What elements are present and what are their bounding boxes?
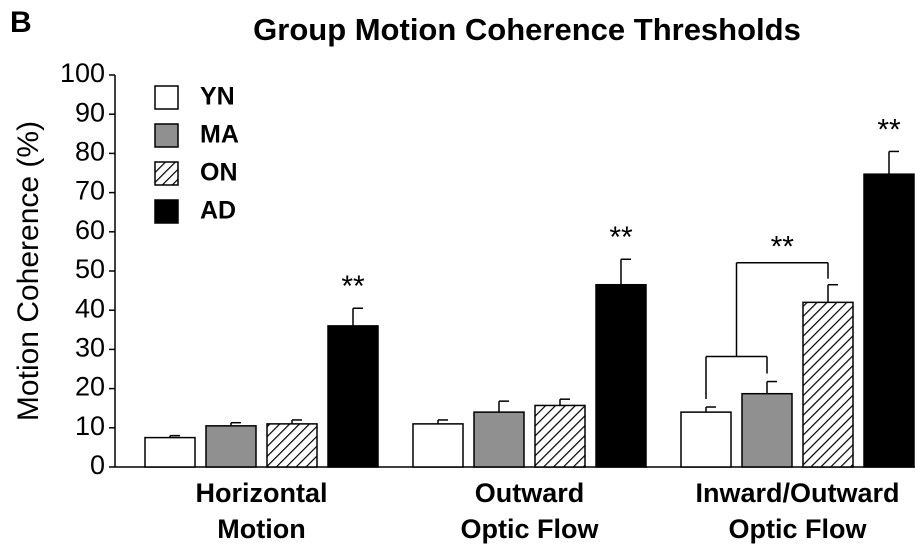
x-tick-label: Optic Flow xyxy=(461,514,600,544)
y-tick-label: 100 xyxy=(60,58,105,88)
legend-label: ON xyxy=(200,159,238,187)
bar xyxy=(595,283,647,468)
x-tick-label: Motion xyxy=(217,514,305,544)
bar xyxy=(144,436,196,468)
y-tick-label: 60 xyxy=(75,215,105,245)
bar xyxy=(802,301,854,468)
y-tick-label: 20 xyxy=(75,372,105,402)
y-tick-label: 70 xyxy=(75,176,105,206)
x-tick-label: Outward xyxy=(475,478,585,508)
x-tick-label: Horizontal xyxy=(196,478,328,508)
legend-label: AD xyxy=(200,197,236,225)
y-tick-label: 10 xyxy=(75,411,105,441)
significance: ** xyxy=(771,231,795,264)
y-tick-label: 30 xyxy=(75,333,105,363)
legend-swatch xyxy=(154,161,179,186)
bar xyxy=(863,173,915,468)
y-axis-label: Motion Coherence (%) xyxy=(12,121,45,421)
panel-label: B xyxy=(10,6,32,39)
x-tick-label: Optic Flow xyxy=(729,514,868,544)
significance: ** xyxy=(877,113,901,146)
bar xyxy=(473,411,525,468)
bar xyxy=(534,404,586,468)
y-tick-label: 0 xyxy=(90,450,105,480)
legend-swatch xyxy=(154,85,179,110)
bar xyxy=(680,411,732,468)
bar xyxy=(412,423,464,468)
bar xyxy=(205,425,257,468)
legend-swatch xyxy=(154,123,179,148)
bar xyxy=(327,325,379,468)
legend-label: YN xyxy=(200,83,235,111)
y-tick-label: 50 xyxy=(75,254,105,284)
bar xyxy=(266,423,318,468)
y-tick-label: 80 xyxy=(75,137,105,167)
significance: ** xyxy=(341,270,365,303)
legend-swatch xyxy=(154,199,179,224)
y-tick-label: 90 xyxy=(75,97,105,127)
chart-title: Group Motion Coherence Thresholds xyxy=(253,12,801,47)
significance: ** xyxy=(609,221,633,254)
bar xyxy=(741,392,793,468)
legend-label: MA xyxy=(200,121,239,149)
y-tick-label: 40 xyxy=(75,293,105,323)
x-tick-label: Inward/Outward xyxy=(695,478,899,508)
